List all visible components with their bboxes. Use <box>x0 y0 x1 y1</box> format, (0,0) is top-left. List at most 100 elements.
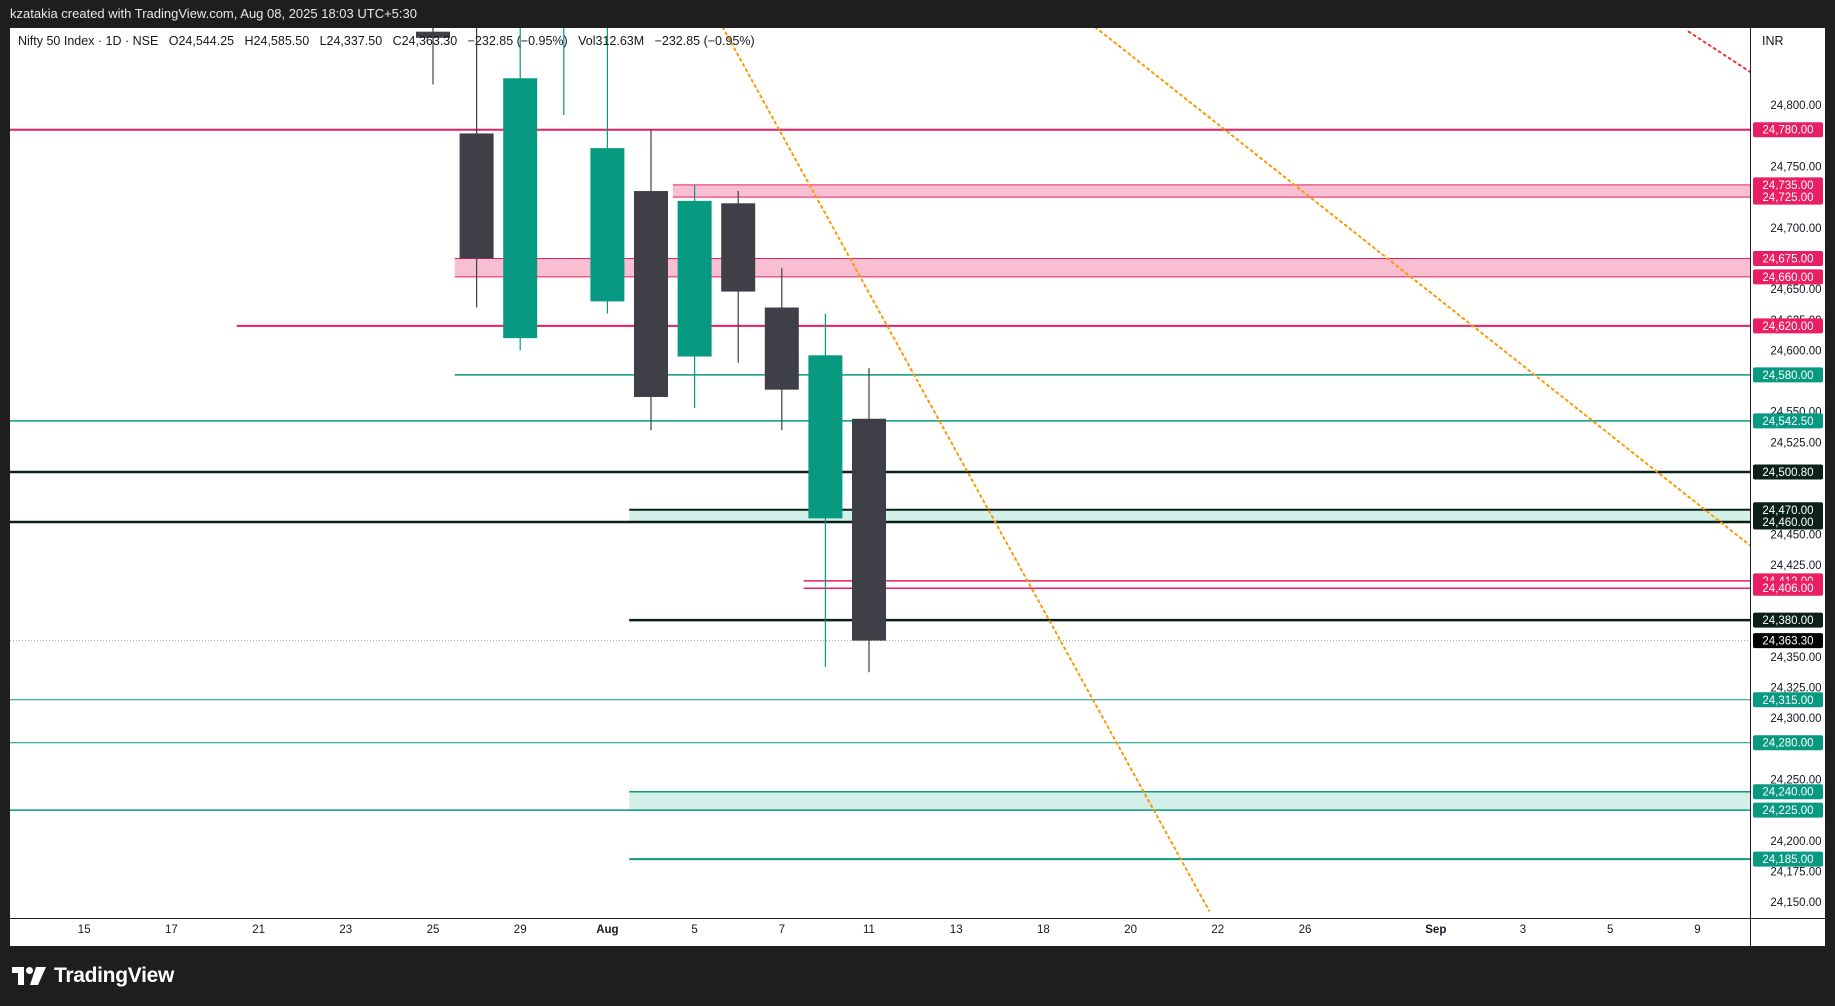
x-tick-label: 22 <box>1211 924 1224 936</box>
high-label: H <box>244 34 254 48</box>
candle-2 <box>503 28 538 351</box>
y-tick-label: 24,800.00 <box>1770 100 1821 112</box>
chart-frame[interactable]: 24,800.00 24,750.00 24,700.00 24,650.00 24,6… <box>10 28 1825 946</box>
price-chart[interactable]: 24,800.0024,750.0024,700.0024,650.0024,6… <box>10 28 1825 946</box>
candle-8 <box>764 268 799 431</box>
x-tick-label: 26 <box>1299 924 1312 936</box>
trendline-0 <box>722 28 1211 912</box>
price-tag-bg <box>1753 612 1823 628</box>
price-tag-bg <box>1753 189 1823 205</box>
candle-body <box>503 78 538 339</box>
price-tag-10: 24,315.00 <box>1753 692 1823 708</box>
price-tag-text: 24,470.00 <box>1762 505 1813 517</box>
attribution-text: kzatakia created with TradingView.com, A… <box>10 6 417 21</box>
price-tag-bg <box>1753 250 1823 266</box>
x-tick-label: 21 <box>252 924 265 936</box>
price-tag-17: 24,675.00 <box>1753 250 1823 266</box>
y-tick-label: 24,175.00 <box>1770 866 1821 878</box>
candle-body <box>764 307 799 390</box>
price-tag-text: 24,363.30 <box>1762 636 1813 648</box>
x-tick-label: Aug <box>596 924 618 936</box>
x-tick-label: 29 <box>514 924 527 936</box>
candle-body <box>634 191 668 397</box>
price-tag-bg <box>1753 580 1823 596</box>
price-tag-bg <box>1753 269 1823 285</box>
price-tag-text: 24,406.00 <box>1762 583 1813 595</box>
price-tag-1: 24,620.00 <box>1753 318 1823 334</box>
price-tag-13: 24,225.00 <box>1753 802 1823 818</box>
price-tag-text: 24,725.00 <box>1762 192 1813 204</box>
x-tick-label: 3 <box>1520 924 1526 936</box>
attribution-bar: kzatakia created with TradingView.com, A… <box>0 0 1835 28</box>
candle-1 <box>459 28 494 308</box>
candle-4 <box>590 28 625 314</box>
x-tick-label: 7 <box>779 924 785 936</box>
symbol-title[interactable]: Nifty 50 Index · 1D · NSE <box>18 34 159 48</box>
vol-label: Vol <box>578 34 596 48</box>
price-tag-text: 24,620.00 <box>1762 321 1813 333</box>
candle-body <box>416 31 450 38</box>
tradingview-logo-icon <box>12 967 46 985</box>
y-tick-label: 24,150.00 <box>1770 897 1821 909</box>
price-tag-11: 24,280.00 <box>1753 735 1823 751</box>
x-tick-label: 23 <box>339 924 352 936</box>
price-tag-18: 24,660.00 <box>1753 269 1823 285</box>
price-tag-text: 24,580.00 <box>1762 370 1813 382</box>
candle-10 <box>852 368 886 673</box>
brand-name: TradingView <box>54 964 175 987</box>
price-tag-6: 24,470.00 <box>1753 502 1823 518</box>
low-label: L <box>319 34 327 48</box>
change-value: −232.85 (−0.95%) <box>467 34 568 48</box>
candle-3 <box>563 28 565 116</box>
price-tag-bg <box>1753 633 1823 649</box>
candle-7 <box>721 191 756 363</box>
price-tag-text: 24,315.00 <box>1762 695 1813 707</box>
trendline-1 <box>1094 28 1750 547</box>
brand[interactable]: TradingView <box>12 964 174 988</box>
open-label: O <box>168 34 179 48</box>
candle-body <box>721 203 756 292</box>
x-tick-label: 13 <box>950 924 963 936</box>
price-tag-bg <box>1753 177 1823 193</box>
price-tag-bg <box>1753 735 1823 751</box>
price-tag-14: 24,185.00 <box>1753 851 1823 867</box>
price-tag-bg <box>1753 318 1823 334</box>
price-tag-bg <box>1753 784 1823 800</box>
price-tag-4: 24,500.80 <box>1753 464 1823 480</box>
y-tick-label: 24,250.00 <box>1770 774 1821 786</box>
y-tick-label: 24,300.00 <box>1770 713 1821 725</box>
price-tag-12: 24,240.00 <box>1753 784 1823 800</box>
plot-area <box>10 28 1750 912</box>
price-tag-8: 24,406.00 <box>1753 580 1823 596</box>
candle-body <box>852 418 886 641</box>
y-tick-label: 24,600.00 <box>1770 345 1821 357</box>
price-tag-19: 24,363.30 <box>1753 633 1823 649</box>
y-tick-label: 24,525.00 <box>1770 437 1821 449</box>
price-tag-5: 24,460.00 <box>1753 514 1823 530</box>
y-tick-label: 24,425.00 <box>1770 560 1821 572</box>
zone-1 <box>454 258 1750 277</box>
vol-change-value: −232.85 (−0.95%) <box>654 34 755 48</box>
price-tag-bg <box>1753 464 1823 480</box>
y-tick-label: 24,750.00 <box>1770 162 1821 174</box>
currency-label[interactable]: INR <box>1762 34 1784 48</box>
low-value: 24,337.50 <box>326 34 383 48</box>
candle-5 <box>634 129 668 431</box>
x-tick-label: 11 <box>863 924 875 936</box>
price-tag-text: 24,542.50 <box>1762 416 1813 428</box>
price-tag-text: 24,185.00 <box>1762 854 1813 866</box>
price-tag-2: 24,580.00 <box>1753 367 1823 383</box>
y-tick-label: 24,200.00 <box>1770 836 1821 848</box>
price-tag-0: 24,780.00 <box>1753 122 1823 138</box>
open-value: 24,544.25 <box>178 34 235 48</box>
trendline-2 <box>1687 30 1750 73</box>
x-tick-label: 20 <box>1124 924 1137 936</box>
price-tag-bg <box>1753 692 1823 708</box>
candle-6 <box>677 184 712 409</box>
price-tag-bg <box>1753 413 1823 429</box>
y-tick-label: 24,350.00 <box>1770 652 1821 664</box>
price-tag-text: 24,225.00 <box>1762 805 1813 817</box>
price-tag-bg <box>1753 514 1823 530</box>
price-tag-text: 24,780.00 <box>1762 125 1813 137</box>
price-tag-text: 24,460.00 <box>1762 517 1813 529</box>
